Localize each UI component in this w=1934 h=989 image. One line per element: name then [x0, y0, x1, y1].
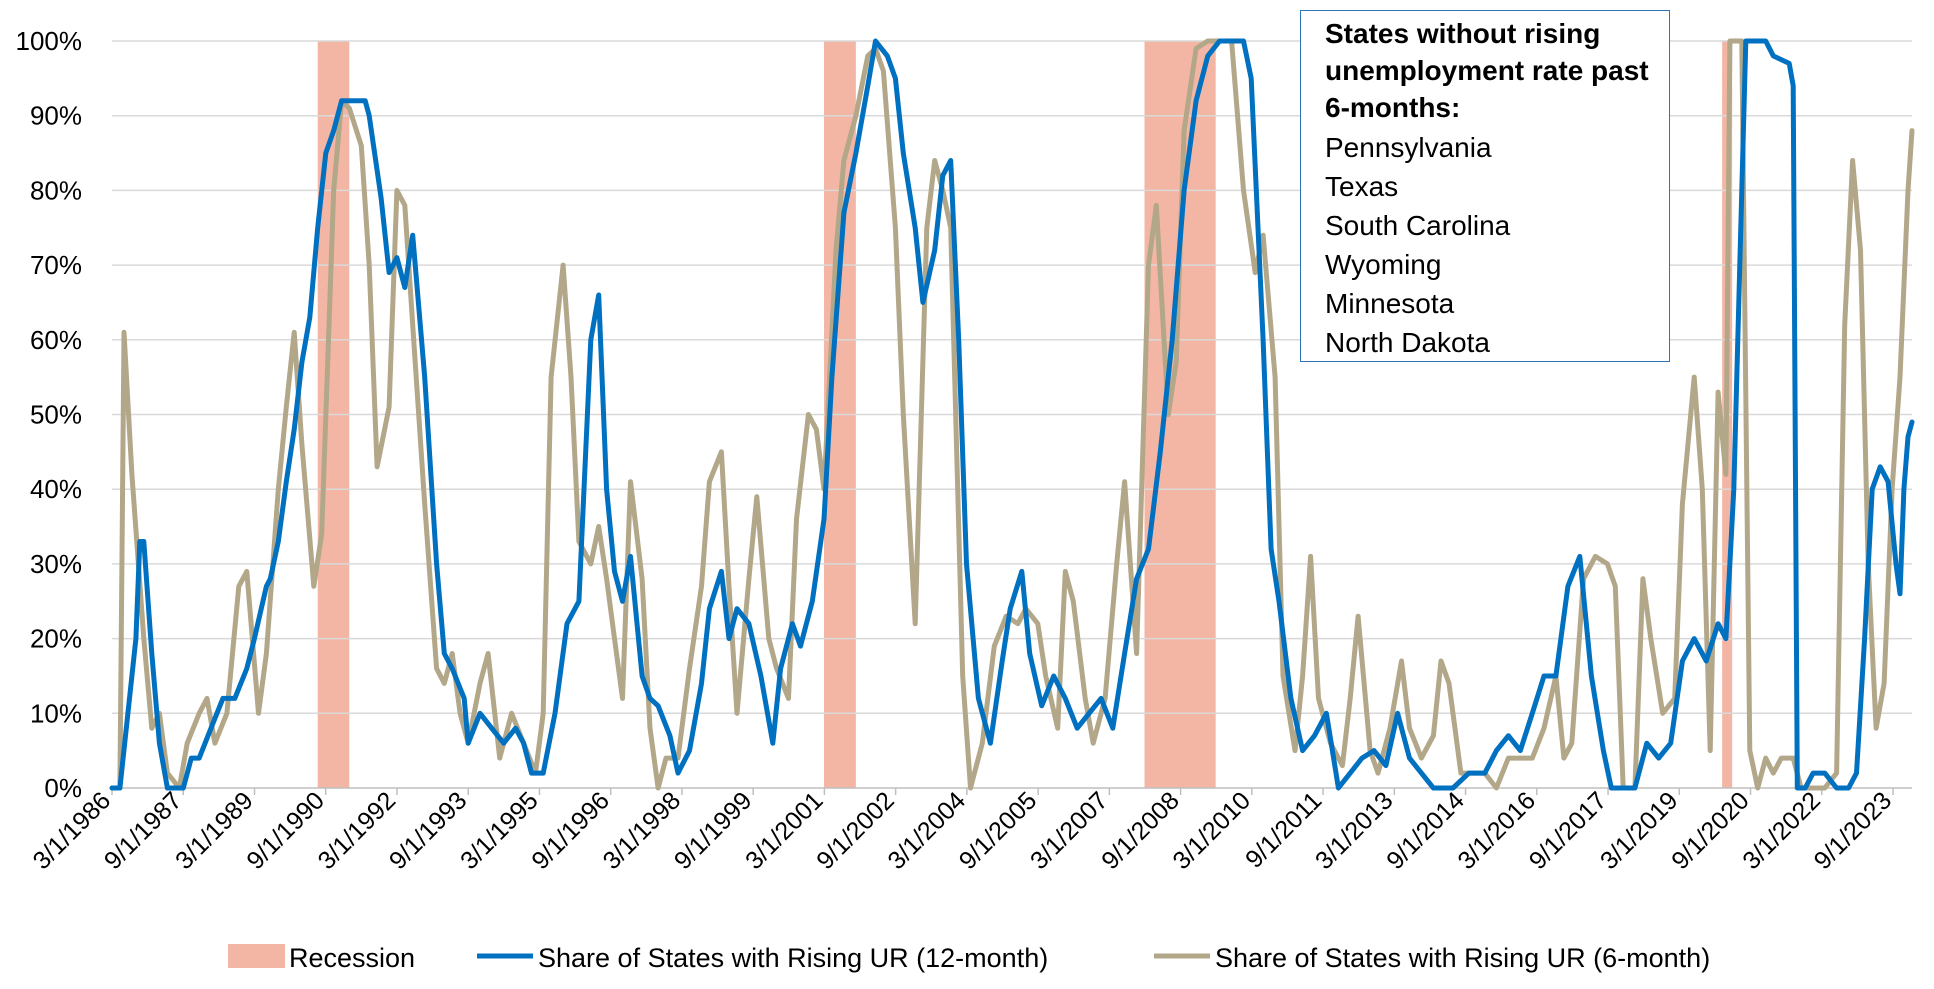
legend-label: Share of States with Rising UR (12-month…: [538, 943, 1048, 973]
x-tick-label: 9/1/1987: [99, 786, 188, 875]
x-tick-label: 3/1/1995: [455, 786, 544, 875]
y-tick-label: 0%: [44, 773, 82, 803]
x-tick-label: 9/1/1993: [384, 786, 473, 875]
y-tick-label: 70%: [30, 250, 82, 280]
series-line-6-month: [109, 38, 1915, 791]
annotation-state-item: Pennsylvania: [1325, 132, 1492, 163]
x-tick-label: 3/1/2016: [1452, 786, 1541, 875]
x-tick-label: 3/1/1992: [313, 786, 402, 875]
x-tick-label: 9/1/2023: [1809, 786, 1898, 875]
x-tick-label: 3/1/2004: [883, 786, 972, 875]
x-tick-label: 9/1/1990: [241, 786, 330, 875]
annotation-state-item: South Carolina: [1325, 210, 1511, 241]
y-tick-label: 90%: [30, 101, 82, 131]
x-tick-label: 9/1/2008: [1096, 786, 1185, 875]
x-tick-label: 9/1/2020: [1666, 786, 1755, 875]
y-tick-label: 50%: [30, 400, 82, 430]
legend-label: Share of States with Rising UR (6-month): [1215, 943, 1710, 973]
x-tick-label: 3/1/1989: [170, 786, 259, 875]
x-tick-label: 3/1/2022: [1737, 786, 1826, 875]
annotation-state-item: North Dakota: [1325, 327, 1490, 358]
y-tick-label: 30%: [30, 549, 82, 579]
legend: Recession Share of States with Rising UR …: [228, 943, 1710, 973]
x-tick-label: 9/1/2005: [954, 786, 1043, 875]
x-tick-label: 3/1/2013: [1310, 786, 1399, 875]
x-tick-label: 3/1/2001: [740, 786, 829, 875]
x-tick-label: 9/1/2014: [1381, 786, 1470, 875]
series-line-12-month: [109, 38, 1915, 791]
x-tick-label: 9/1/2017: [1524, 786, 1613, 875]
legend-swatch-recession: [228, 944, 285, 968]
x-tick-label: 3/1/2007: [1025, 786, 1114, 875]
annotation-title: States without rising unemployment rate …: [1325, 18, 1649, 123]
y-tick-label: 60%: [30, 325, 82, 355]
annotation-state-item: Minnesota: [1325, 288, 1455, 319]
annotation-state-list: Pennsylvania Texas South Carolina Wyoming Mi…: [1325, 128, 1655, 362]
y-tick-label: 40%: [30, 474, 82, 504]
y-tick-label: 80%: [30, 175, 82, 205]
x-tick-label: 9/1/2002: [811, 786, 900, 875]
x-tick-label: 9/1/1996: [526, 786, 615, 875]
x-tick-label: 3/1/1998: [598, 786, 687, 875]
annotation-box: States without rising unemployment rate …: [1300, 10, 1670, 362]
annotation-state-item: Texas: [1325, 171, 1399, 202]
legend-label: Recession: [289, 943, 415, 973]
y-tick-label: 100%: [16, 26, 83, 56]
y-tick-label: 10%: [30, 698, 82, 728]
x-tick-label: 9/1/1999: [669, 786, 758, 875]
y-tick-label: 20%: [30, 624, 82, 654]
series-lines: [109, 38, 1915, 791]
x-tick-label: 3/1/2010: [1167, 786, 1256, 875]
annotation-state-item: Wyoming: [1325, 249, 1442, 280]
x-tick-label: 3/1/2019: [1595, 786, 1684, 875]
